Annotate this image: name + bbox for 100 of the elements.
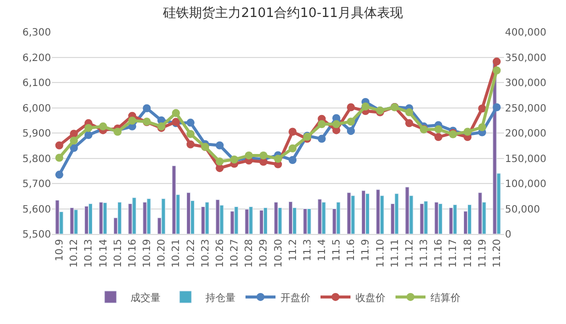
y-tick-label: 5,700 bbox=[22, 179, 51, 190]
point bbox=[288, 156, 297, 164]
bar bbox=[350, 195, 355, 234]
bar bbox=[376, 189, 380, 234]
bar bbox=[478, 192, 482, 234]
point bbox=[128, 116, 136, 125]
x-tick-label: 10.14 bbox=[98, 239, 110, 268]
x-tick-label: 10.15 bbox=[112, 239, 124, 268]
bar bbox=[361, 190, 366, 234]
bar bbox=[259, 210, 264, 234]
x-tick-label: 10.16 bbox=[127, 239, 138, 268]
bar bbox=[424, 200, 428, 234]
point bbox=[332, 120, 340, 128]
y2-tick-label: 150,000 bbox=[505, 154, 546, 165]
x-tick-label: 10.26 bbox=[214, 239, 226, 268]
x-tick-label: 11.3 bbox=[302, 239, 314, 262]
point bbox=[186, 118, 195, 127]
bar bbox=[142, 202, 147, 234]
x-tick-label: 10.9 bbox=[54, 239, 66, 262]
bar bbox=[74, 210, 78, 234]
y-tick-label: 6,100 bbox=[22, 78, 51, 89]
bar bbox=[434, 202, 438, 234]
point bbox=[288, 144, 297, 152]
point bbox=[405, 119, 414, 128]
bar bbox=[307, 208, 312, 234]
point bbox=[84, 124, 92, 132]
point bbox=[346, 118, 355, 126]
bar bbox=[336, 202, 340, 234]
x-tick-label: 10.21 bbox=[171, 239, 182, 268]
point bbox=[55, 170, 64, 179]
bar bbox=[88, 203, 93, 234]
x-tick-label: 11.18 bbox=[462, 239, 474, 268]
bar bbox=[346, 192, 351, 234]
point bbox=[70, 144, 78, 152]
point bbox=[259, 151, 268, 160]
bar bbox=[303, 208, 308, 234]
bar bbox=[468, 204, 472, 234]
x-tick-label: 11.19 bbox=[477, 239, 488, 268]
x-tick-label: 10.29 bbox=[258, 239, 270, 268]
y-tick-label: 5,600 bbox=[22, 204, 51, 216]
bar bbox=[448, 207, 454, 234]
bar bbox=[172, 166, 176, 234]
point bbox=[244, 151, 253, 160]
y2-tick-label: 250,000 bbox=[505, 103, 546, 114]
y2-tick-label: 400,000 bbox=[505, 28, 546, 38]
y-tick-label: 6,200 bbox=[22, 52, 51, 64]
point bbox=[318, 134, 326, 143]
x-tick-label: 10.13 bbox=[84, 239, 95, 268]
point bbox=[55, 154, 64, 162]
bar bbox=[365, 193, 370, 234]
x-tick-label: 11.17 bbox=[448, 239, 460, 268]
y-tick-label: 6,000 bbox=[22, 103, 51, 114]
point bbox=[346, 126, 355, 135]
point bbox=[84, 131, 92, 140]
point bbox=[99, 122, 108, 130]
point bbox=[172, 109, 180, 118]
bar bbox=[244, 209, 249, 234]
y-tick-label: 5,800 bbox=[22, 154, 51, 165]
point bbox=[492, 58, 501, 66]
bar bbox=[405, 186, 410, 234]
point bbox=[405, 108, 414, 116]
y-tick-label: 6,300 bbox=[22, 28, 51, 38]
x-tick-label: 11.11 bbox=[390, 239, 401, 268]
x-tick-label: 10.12 bbox=[69, 239, 80, 268]
chart-title: 硅铁期货主力2101合约10-11月具体表现 bbox=[162, 5, 403, 22]
bar bbox=[452, 204, 458, 234]
x-tick-label: 10.20 bbox=[156, 239, 168, 268]
point bbox=[142, 104, 151, 112]
point bbox=[216, 158, 224, 166]
point bbox=[274, 154, 282, 163]
legend-label: 成交量 bbox=[130, 292, 160, 304]
bar bbox=[161, 198, 166, 234]
point bbox=[478, 104, 486, 113]
point bbox=[216, 164, 224, 172]
point bbox=[70, 136, 78, 145]
bar bbox=[420, 203, 424, 234]
x-tick-label: 10.23 bbox=[200, 239, 212, 268]
bar bbox=[132, 197, 136, 234]
bar bbox=[263, 207, 268, 234]
bar bbox=[70, 207, 74, 234]
x-tick-label: 11.5 bbox=[332, 239, 343, 262]
bar bbox=[55, 200, 60, 234]
y2-tick-label: 200,000 bbox=[505, 128, 546, 140]
point bbox=[361, 102, 370, 110]
point bbox=[288, 128, 297, 136]
point bbox=[434, 125, 442, 134]
bar bbox=[205, 202, 210, 234]
point bbox=[434, 133, 442, 142]
x-tick-label: 10.28 bbox=[244, 239, 256, 268]
bar bbox=[322, 202, 326, 234]
y2-tick-label: 100,000 bbox=[505, 179, 546, 190]
bar bbox=[146, 198, 151, 234]
y-tick-label: 5,900 bbox=[22, 128, 51, 140]
bar bbox=[102, 202, 108, 234]
point bbox=[478, 123, 486, 132]
legend-label: 结算价 bbox=[430, 292, 460, 304]
bar bbox=[216, 199, 220, 234]
legend-label: 开盘价 bbox=[280, 292, 310, 304]
bar bbox=[318, 198, 322, 234]
y2-tick-label: 350,000 bbox=[505, 52, 546, 64]
